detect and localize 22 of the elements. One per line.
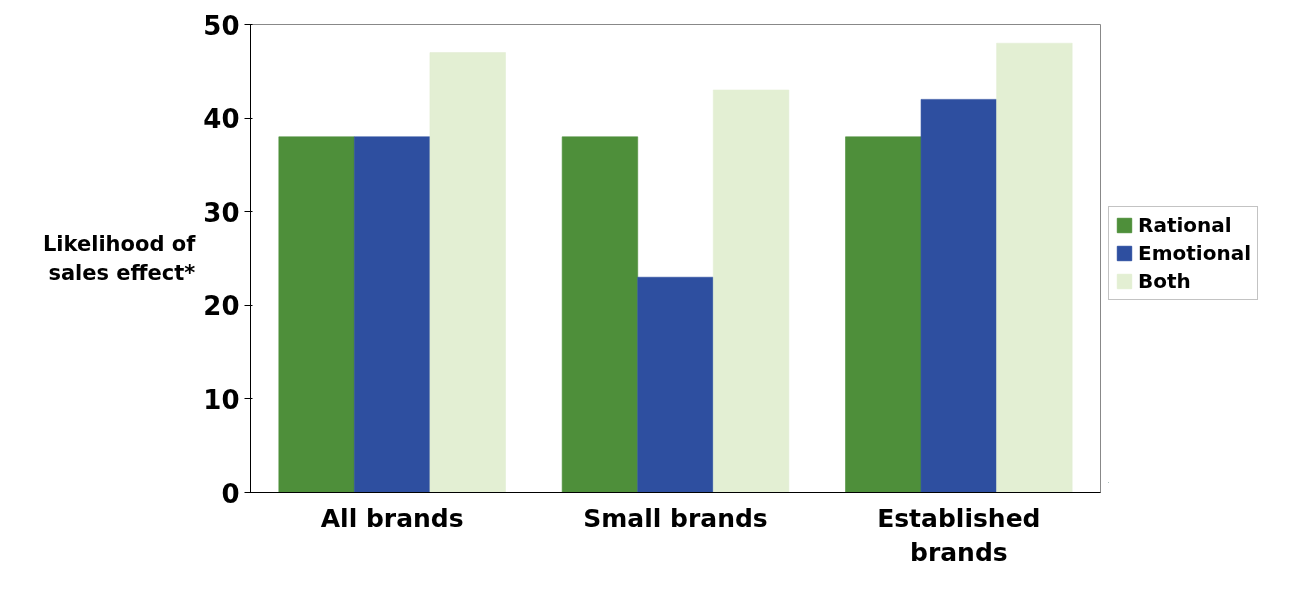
legend-label: Emotional	[1138, 241, 1251, 265]
bar	[712, 89, 790, 493]
bar	[561, 136, 639, 493]
x-tick-label: All brands	[320, 503, 464, 533]
x-tick-label: Small brands	[583, 503, 768, 533]
bar	[996, 42, 1073, 493]
y-tick-label: 10	[203, 384, 240, 415]
x-tick-label: Established brands	[877, 503, 1041, 568]
bar	[920, 99, 997, 493]
bar	[637, 276, 714, 493]
y-tick-label: 50	[203, 10, 240, 41]
y-tick-label: 30	[203, 197, 240, 228]
y-tick-label: 20	[203, 291, 240, 322]
legend-label: Rational	[1138, 213, 1232, 237]
bar	[354, 136, 431, 493]
bar	[278, 136, 355, 493]
y-tick-label: 40	[203, 104, 240, 135]
bar	[845, 136, 922, 493]
y-axis-title: Likelihood of sales effect*	[42, 232, 197, 285]
y-tick-label: 0	[221, 478, 240, 509]
legend-label: Both	[1138, 269, 1191, 293]
bar	[429, 52, 506, 493]
